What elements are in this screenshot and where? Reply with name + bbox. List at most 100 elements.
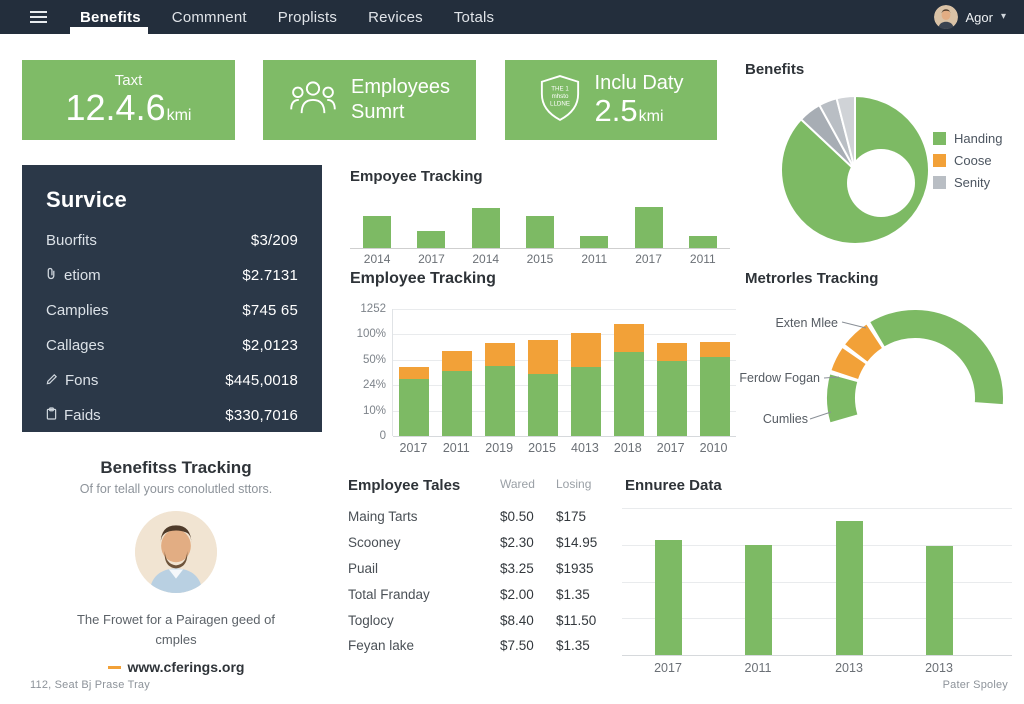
- stacked-chart-x-labels: 2017 2011 2019 2015 4013 2018 2017 2010: [392, 441, 735, 455]
- table-cell-label: Scooney: [348, 535, 401, 551]
- table-row: Total Franday $2.00 $1.35: [348, 581, 618, 607]
- column-header-wared: Wared: [500, 477, 535, 491]
- table-row: Feyan lake $7.50 $1.35: [348, 633, 618, 659]
- clipboard-icon: [46, 407, 57, 424]
- mini-x-label: 2017: [418, 252, 445, 266]
- mini-bar-column: [567, 198, 621, 248]
- bar-segment-green: [399, 378, 430, 436]
- bar-2015: [528, 309, 559, 436]
- stacked-x-label: 4013: [571, 441, 599, 455]
- shield-icon: THE 1 mhsto LLDNE: [539, 74, 581, 127]
- stat-card-line2: Sumrt: [351, 101, 405, 123]
- y-tick: 50%: [362, 353, 386, 366]
- stacked-x-label: 2010: [699, 441, 728, 455]
- user-avatar[interactable]: [933, 5, 958, 29]
- mini-x-label: 2014: [472, 252, 500, 266]
- bar-2019: [485, 309, 516, 436]
- profile-photo: [135, 511, 217, 593]
- survice-row-label: etiom: [46, 267, 101, 284]
- survice-row-value: $445,0018: [225, 372, 298, 389]
- legend-item-senity: Senity: [933, 175, 1002, 190]
- paperclip-icon: [46, 267, 57, 284]
- y-tick: 100%: [356, 328, 386, 341]
- nav-item-benefits[interactable]: Benefits: [80, 8, 141, 26]
- legend-label: Coose: [954, 153, 992, 168]
- nav-item-proplists[interactable]: Proplists: [277, 8, 338, 26]
- nav-item-totals[interactable]: Totals: [453, 8, 495, 26]
- svg-text:mhsto: mhsto: [551, 93, 568, 100]
- bar-segment-green: [613, 352, 644, 436]
- stacked-x-label: 2018: [613, 441, 642, 455]
- table-cell-losing: $1.35: [556, 638, 590, 654]
- grid-line: [622, 618, 1012, 620]
- bar-2011: [745, 545, 772, 655]
- grid-line: [622, 544, 1012, 546]
- stat-card-unit: kmi: [166, 107, 192, 125]
- survice-label-text: Camplies: [46, 302, 109, 319]
- mini-bar-column: [459, 198, 513, 248]
- table-cell-label: Puail: [348, 560, 379, 576]
- survice-row-buorfits: Buorfits $3/209: [46, 223, 298, 258]
- bar-segment-orange: [485, 343, 516, 367]
- stat-card-employees: Employees Sumrt: [263, 60, 476, 140]
- svg-text:THE 1: THE 1: [551, 85, 569, 92]
- survice-row-faids: Faids $330,7016: [46, 398, 298, 433]
- metrorles-gauge-chart: [809, 310, 1003, 423]
- bar-2017: [417, 230, 446, 248]
- mini-x-label: 2011: [581, 252, 608, 266]
- stat-card-value: 2.5: [594, 93, 638, 129]
- survice-row-callages: Callages $2,0123: [46, 328, 298, 363]
- profile-line2: cmples: [155, 632, 197, 648]
- survice-label-text: Callages: [46, 337, 105, 354]
- gauge-segment-cumlies: [827, 374, 858, 423]
- nav-item-commnent[interactable]: Commnent: [171, 8, 247, 26]
- bar-segment-orange: [442, 350, 473, 372]
- mini-bar-column: [513, 198, 567, 248]
- grid-line: [393, 359, 736, 361]
- mini-bar-column: [404, 198, 458, 248]
- table-cell-label: Toglocy: [348, 612, 394, 628]
- stacked-x-label: 2019: [485, 441, 514, 455]
- website-link[interactable]: www.cferings.org: [22, 659, 330, 675]
- mini-bar-column: [621, 198, 675, 248]
- nav-item-revices[interactable]: Revices: [368, 8, 423, 26]
- gauge-label-cumlies: Cumlies: [762, 412, 808, 426]
- survice-row-label: Camplies: [46, 302, 109, 319]
- survice-row-etiom: etiom $2.7131: [46, 258, 298, 293]
- bar-2017: [634, 207, 663, 248]
- legend-swatch-green: [933, 132, 946, 145]
- table-cell-wared: $2.30: [500, 535, 534, 551]
- bar-2018: [613, 309, 644, 436]
- people-icon: [289, 80, 337, 121]
- mini-bar-column: [350, 198, 404, 248]
- gauge-callout-line: [809, 411, 832, 420]
- benefits-legend: Handing Coose Senity: [933, 131, 1002, 190]
- gauge-segment-ferdow-fogan: [831, 348, 866, 380]
- y-tick: 10%: [362, 404, 386, 417]
- survice-label-text: Fons: [65, 372, 99, 389]
- survice-row-value: $3/209: [250, 232, 298, 249]
- legend-item-handing: Handing: [933, 131, 1002, 146]
- bar-segment-green: [528, 373, 559, 436]
- user-menu[interactable]: Agor ▾: [933, 5, 1006, 29]
- bar-4013: [570, 309, 601, 436]
- bar-segment-orange: [399, 367, 430, 379]
- bar-2014: [471, 208, 500, 248]
- survice-rows: Buorfits $3/209 etiom $2.7131 Camplies $745 6…: [46, 223, 298, 433]
- gauge-label-exten-mlee: Exten Mlee: [775, 316, 838, 330]
- footer-left-text: 112, Seat Bj Prase Tray: [30, 679, 150, 691]
- bar-segment-orange: [570, 333, 601, 368]
- stacked-x-label: 2017: [399, 441, 428, 455]
- gauge-callout-line: [841, 321, 867, 329]
- stat-card-taxt: Taxt 12.4.6 kmi: [22, 60, 235, 140]
- bar-segment-green: [656, 361, 687, 436]
- bar-2017: [399, 309, 430, 436]
- stacked-x-label: 2017: [656, 441, 685, 455]
- bar-segment-orange: [528, 339, 559, 374]
- survice-row-value: $745 65: [242, 302, 298, 319]
- survice-row-label: Fons: [46, 372, 98, 389]
- y-tick: 1252: [360, 303, 386, 315]
- employee-tracking-stacked-chart: [392, 309, 736, 437]
- table-row: Puail $3.25 $1935: [348, 556, 618, 582]
- hamburger-menu-icon[interactable]: [30, 11, 47, 23]
